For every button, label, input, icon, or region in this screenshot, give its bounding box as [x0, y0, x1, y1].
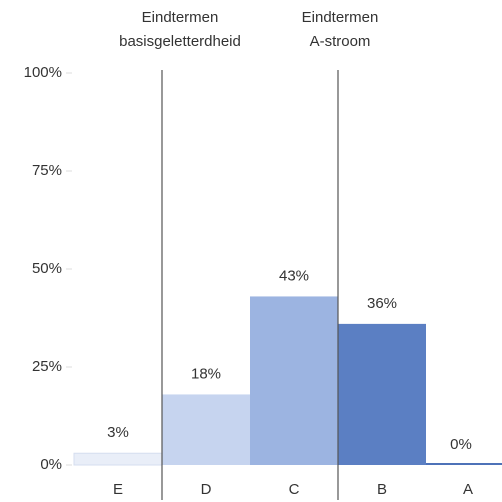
x-tick-label: E: [113, 481, 123, 498]
annotation: Eindtermen: [142, 9, 219, 26]
y-tick-label: 25%: [32, 358, 62, 375]
value-label: 3%: [107, 424, 129, 441]
value-label: 0%: [450, 436, 472, 453]
bar: [250, 296, 338, 465]
y-tick-label: 75%: [32, 162, 62, 179]
y-tick-label: 100%: [24, 64, 62, 81]
bar: [162, 394, 250, 465]
annotation: A-stroom: [310, 33, 371, 50]
y-tick-label: 0%: [40, 456, 62, 473]
y-tick-label: 50%: [32, 260, 62, 277]
value-label: 18%: [191, 365, 221, 382]
x-tick-label: B: [377, 481, 387, 498]
bar: [338, 323, 426, 465]
x-tick-label: A: [463, 481, 473, 498]
value-label: 36%: [367, 295, 397, 312]
x-tick-label: D: [201, 481, 212, 498]
value-label: 43%: [279, 267, 309, 284]
bar: [73, 452, 163, 466]
x-tick-label: C: [289, 481, 300, 498]
annotation: basisgeletterdheid: [119, 33, 241, 50]
bar: [426, 463, 502, 465]
annotation: Eindtermen: [302, 9, 379, 26]
